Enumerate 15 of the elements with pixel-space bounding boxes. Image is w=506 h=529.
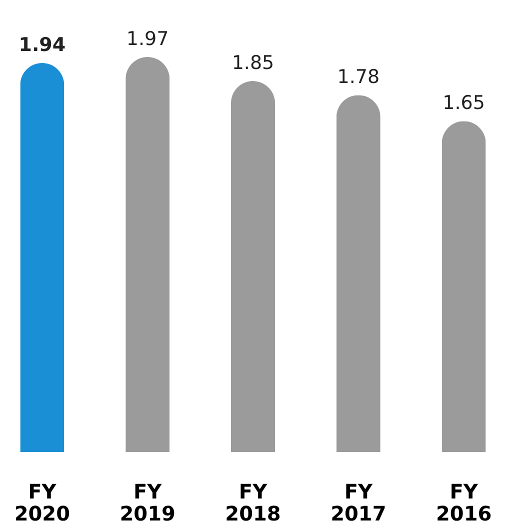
data-label: 1.85 — [232, 52, 274, 74]
x-tick-label: FY 2020 — [14, 480, 70, 526]
x-tick-label: FY 2019 — [120, 480, 176, 526]
data-label: 1.97 — [126, 28, 169, 50]
bar — [231, 81, 275, 452]
data-label: 1.94 — [18, 34, 66, 56]
bar — [20, 63, 64, 452]
x-tick-label: FY 2017 — [330, 480, 386, 526]
bar — [126, 57, 170, 452]
data-label: 1.65 — [442, 92, 485, 114]
bar — [336, 95, 380, 452]
data-label: 1.78 — [337, 66, 380, 88]
bar — [442, 121, 486, 452]
x-tick-label: FY 2016 — [436, 480, 492, 526]
x-tick-label: FY 2018 — [225, 480, 281, 526]
